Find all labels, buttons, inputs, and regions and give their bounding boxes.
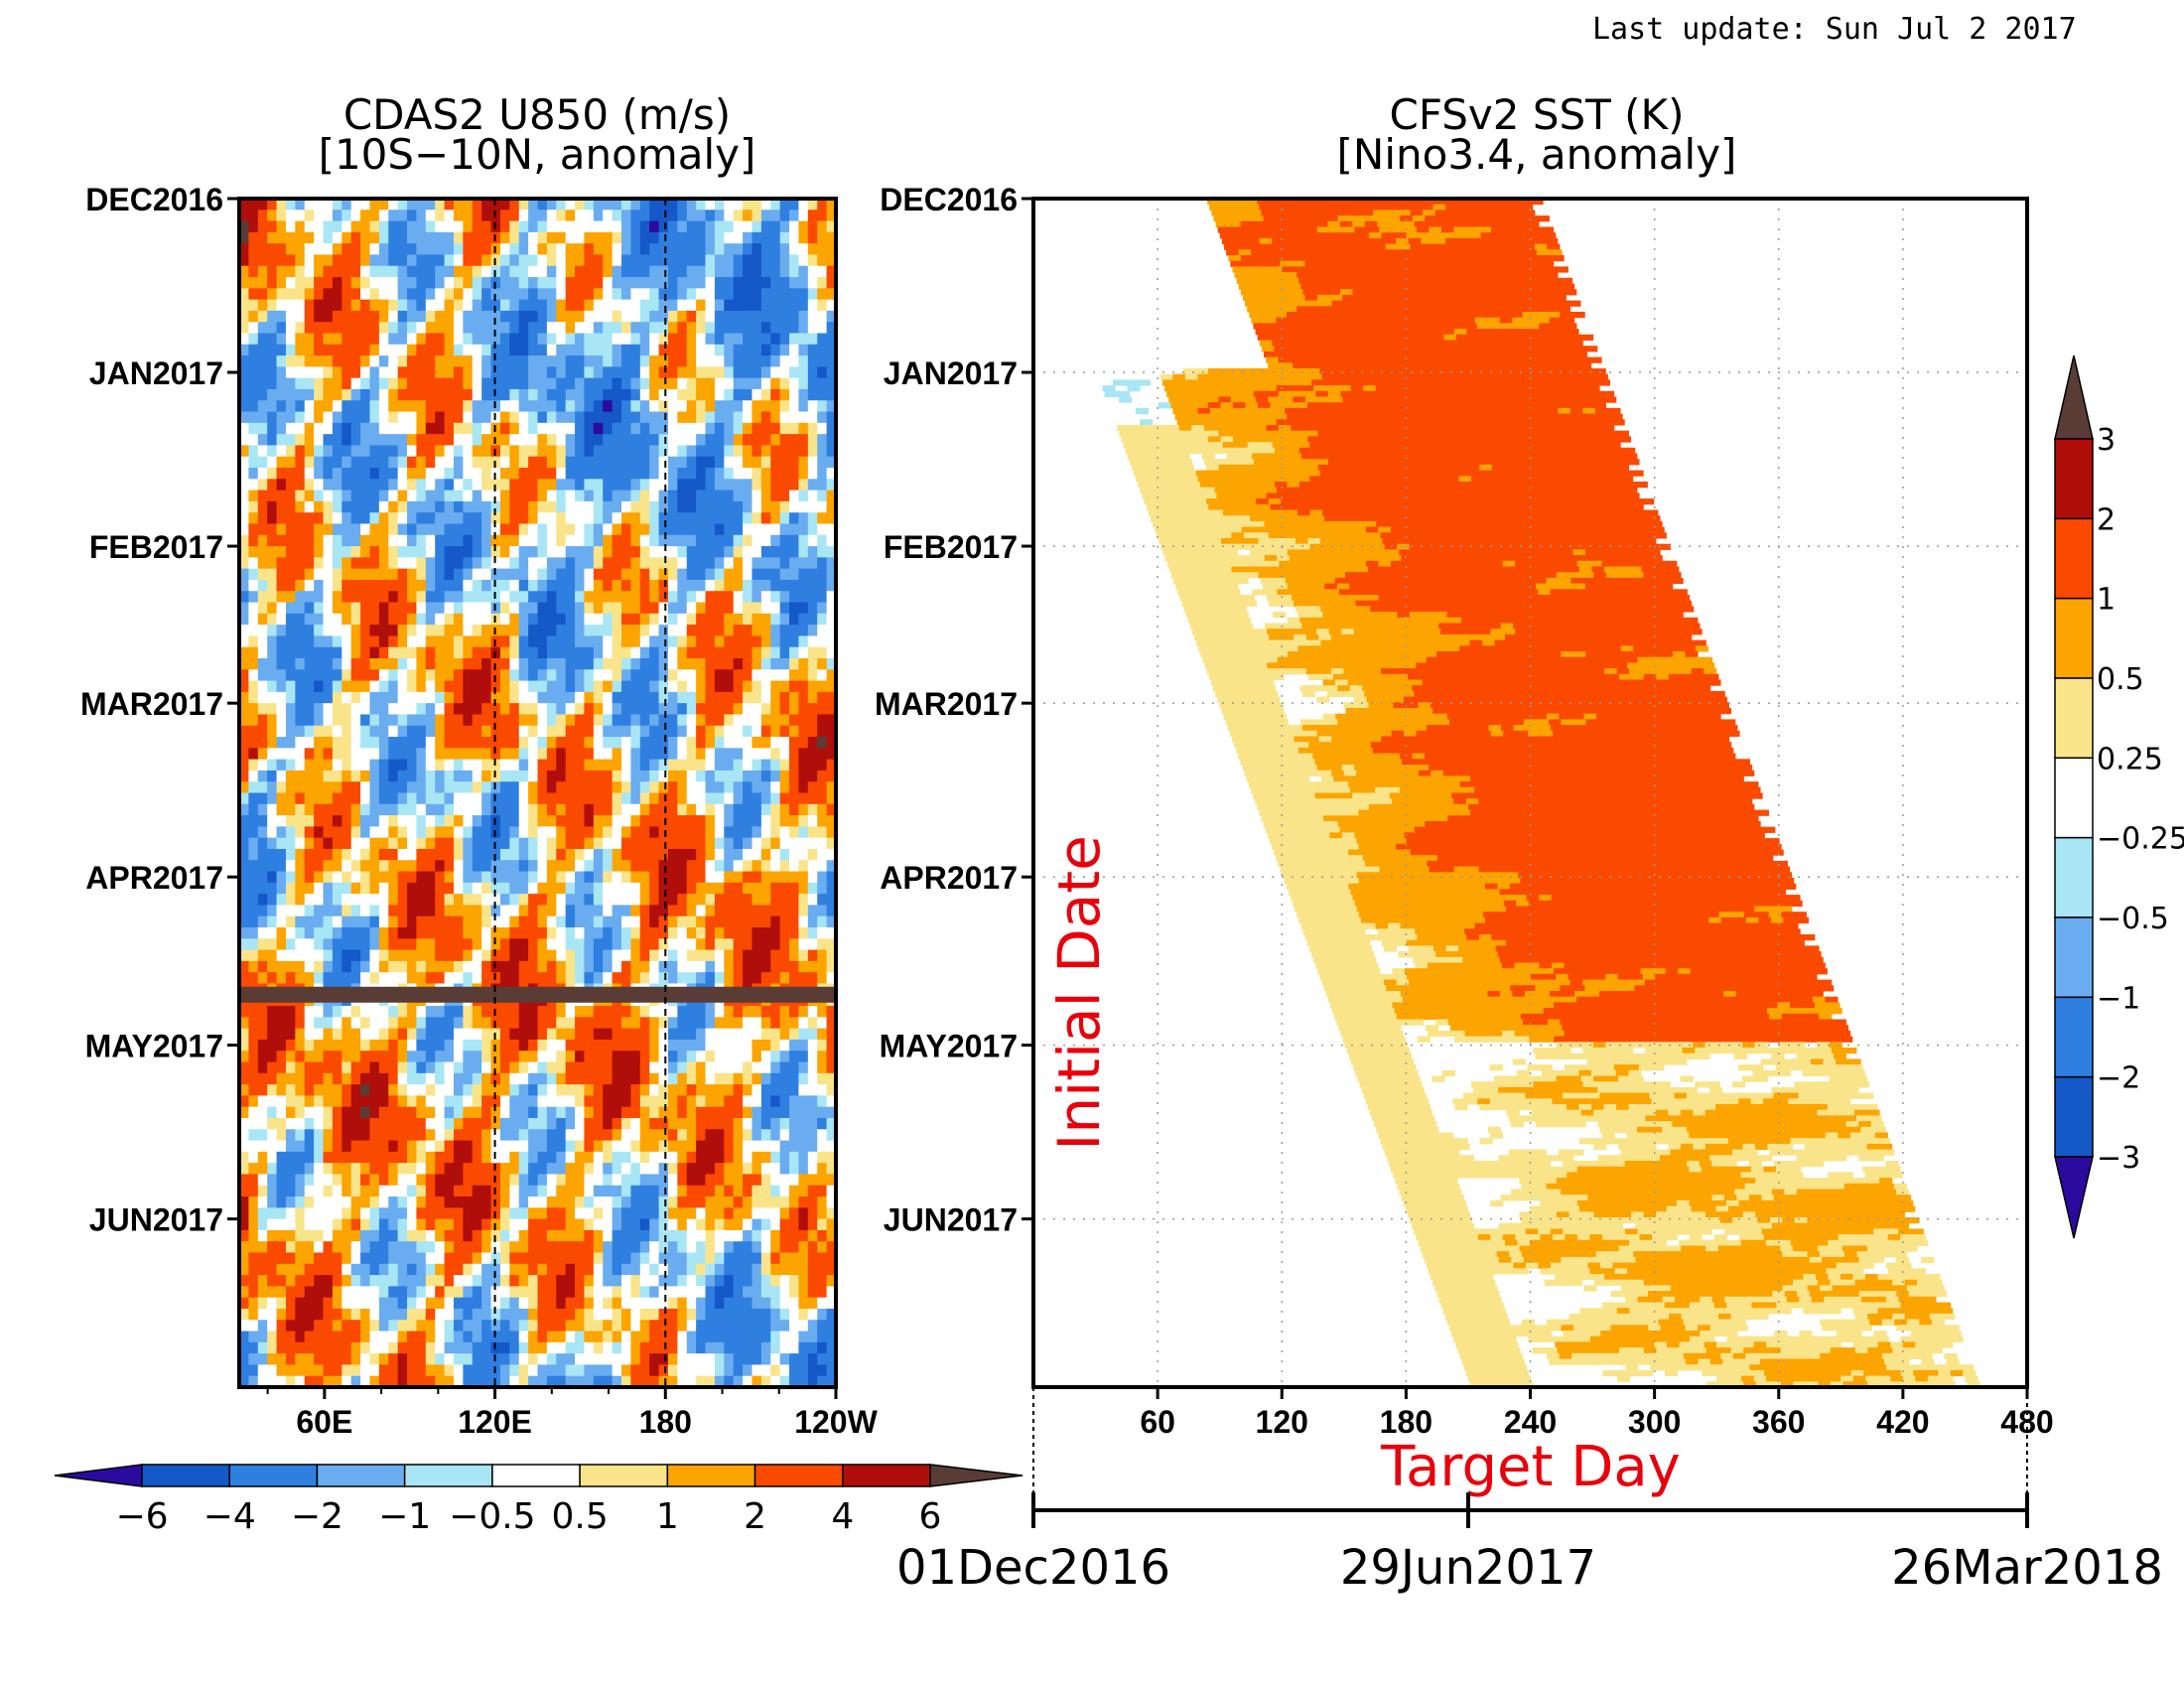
colorbar-swatch (666, 1464, 756, 1487)
colorbar-label: 1 (656, 1496, 679, 1537)
colorbar-swatch (2054, 996, 2094, 1078)
x-tick-label: 120 (1256, 1404, 1308, 1440)
colorbar-label: −3 (2097, 1141, 2140, 1176)
date-axis-label: 01Dec2016 (896, 1540, 1170, 1596)
colorbar-label: 0.25 (2097, 742, 2163, 776)
date-axis-label: 26Mar2018 (1891, 1540, 2163, 1596)
y-tick-label: JUN2017 (884, 1202, 1018, 1238)
y-tick-label: MAR2017 (875, 686, 1018, 722)
u850-y-axis: DEC2016 JAN2017 FEB2017 MAR2017 APR2017 MAY20… (80, 182, 239, 1238)
x-tick-label: 60E (296, 1404, 352, 1440)
colorbar-label: 2 (2097, 502, 2116, 537)
colorbar-swatch (579, 1464, 669, 1487)
x-tick-label: 300 (1628, 1404, 1681, 1440)
sst-subtitle: [Nino3.4, anomaly] (1337, 130, 1737, 179)
u850-plot-area (237, 197, 838, 1389)
colorbar-label: −2 (2097, 1061, 2140, 1096)
colorbar-swatch (2054, 757, 2094, 839)
colorbar-label: 4 (831, 1496, 854, 1537)
sst-xlabel: Target Day (1380, 1435, 1681, 1499)
last-update: Last update: Sun Jul 2 2017 (1592, 12, 2077, 47)
y-tick-label: JAN2017 (89, 355, 223, 391)
missing-data-band (239, 986, 836, 1003)
colorbar-swatch (2054, 916, 2094, 999)
colorbar-label: 6 (919, 1496, 942, 1537)
y-tick-label: FEB2017 (884, 529, 1018, 565)
sst-y-axis: DEC2016 JAN2017 FEB2017 MAR2017 APR2017 MAY20… (875, 182, 1033, 1238)
x-tick-label: 240 (1504, 1404, 1557, 1440)
colorbar-label: −2 (291, 1496, 343, 1537)
sst-date-axis: 01Dec2016 29Jun2017 26Mar2018 (896, 1492, 2163, 1596)
y-tick-label: JAN2017 (884, 355, 1018, 391)
y-tick-label: JUN2017 (89, 1202, 223, 1238)
u850-subtitle: [10S−10N, anomaly] (319, 130, 756, 179)
x-tick-label: 120W (794, 1404, 878, 1440)
sst-colorbar: 3 2 1 0.5 0.25 −0.25 −0.5 −1 −2 −3 (2054, 354, 2184, 1239)
y-tick-label: MAY2017 (85, 1029, 223, 1064)
colorbar-swatch (753, 1464, 844, 1487)
colorbar-label: 0.5 (551, 1496, 608, 1537)
sst-plot-area (1031, 197, 2029, 1389)
colorbar-swatch (2054, 597, 2094, 679)
colorbar-label: −0.25 (2097, 822, 2184, 857)
colorbar-swatch (2054, 438, 2094, 520)
colorbar-label: −6 (115, 1496, 168, 1537)
colorbar-label: −1 (2097, 981, 2140, 1016)
y-tick-label: APR2017 (85, 860, 223, 896)
colorbar-swatch (316, 1464, 406, 1487)
colorbar-label: 0.5 (2097, 662, 2144, 697)
colorbar-label: 1 (2097, 583, 2116, 618)
colorbar-label: −4 (204, 1496, 256, 1537)
x-tick-label: 420 (1876, 1404, 1929, 1440)
sst-panel: CFSv2 SST (K) [Nino3.4, anomaly] DEC2016… (875, 90, 2184, 1596)
sst-title: CFSv2 SST (K) (1390, 90, 1685, 139)
colorbar-swatch (2054, 677, 2094, 760)
colorbar-swatch (491, 1464, 581, 1487)
colorbar-arrow-high (2054, 354, 2094, 440)
colorbar-swatch (2054, 1075, 2094, 1158)
colorbar-arrow-low (2054, 1156, 2094, 1239)
colorbar-label: −1 (378, 1496, 431, 1537)
u850-colorbar: −6 −4 −2 −1 −0.5 0.5 1 2 4 6 (54, 1464, 1024, 1537)
colorbar-label: 3 (2097, 423, 2116, 458)
colorbar-arrow-low (54, 1464, 143, 1487)
sst-ylabel: Initial Date (1045, 835, 1113, 1151)
colorbar-label: 2 (744, 1496, 766, 1537)
y-tick-label: FEB2017 (89, 529, 223, 565)
x-tick-label: 120E (458, 1404, 532, 1440)
sst-x-axis: 60 120 180 240 300 360 420 480 (1032, 1387, 2054, 1509)
u850-title: CDAS2 U850 (m/s) (343, 90, 731, 139)
u850-x-axis: 60E 120E 180 120W (266, 1387, 879, 1440)
date-axis-label: 29Jun2017 (1340, 1540, 1596, 1596)
colorbar-swatch (141, 1464, 230, 1487)
colorbar-swatch (228, 1464, 319, 1487)
y-tick-label: MAY2017 (880, 1029, 1018, 1064)
y-tick-label: APR2017 (880, 860, 1018, 896)
y-tick-label: DEC2016 (85, 182, 223, 217)
x-tick-label: 180 (1380, 1404, 1433, 1440)
y-tick-label: DEC2016 (880, 182, 1018, 217)
colorbar-label: −0.5 (449, 1496, 535, 1537)
colorbar-swatch (2054, 517, 2094, 600)
colorbar-arrow-high (929, 1464, 1024, 1487)
colorbar-swatch (403, 1464, 493, 1487)
colorbar-swatch (2054, 836, 2094, 918)
u850-frame (237, 197, 838, 1389)
x-tick-label: 180 (639, 1404, 692, 1440)
colorbar-label: −0.5 (2097, 902, 2169, 936)
y-tick-label: MAR2017 (80, 686, 223, 722)
colorbar-swatch (842, 1464, 931, 1487)
x-tick-label: 360 (1752, 1404, 1805, 1440)
x-tick-label: 60 (1140, 1404, 1175, 1440)
u850-panel: CDAS2 U850 (m/s) [10S−10N, anomaly] DEC2… (54, 90, 1024, 1537)
